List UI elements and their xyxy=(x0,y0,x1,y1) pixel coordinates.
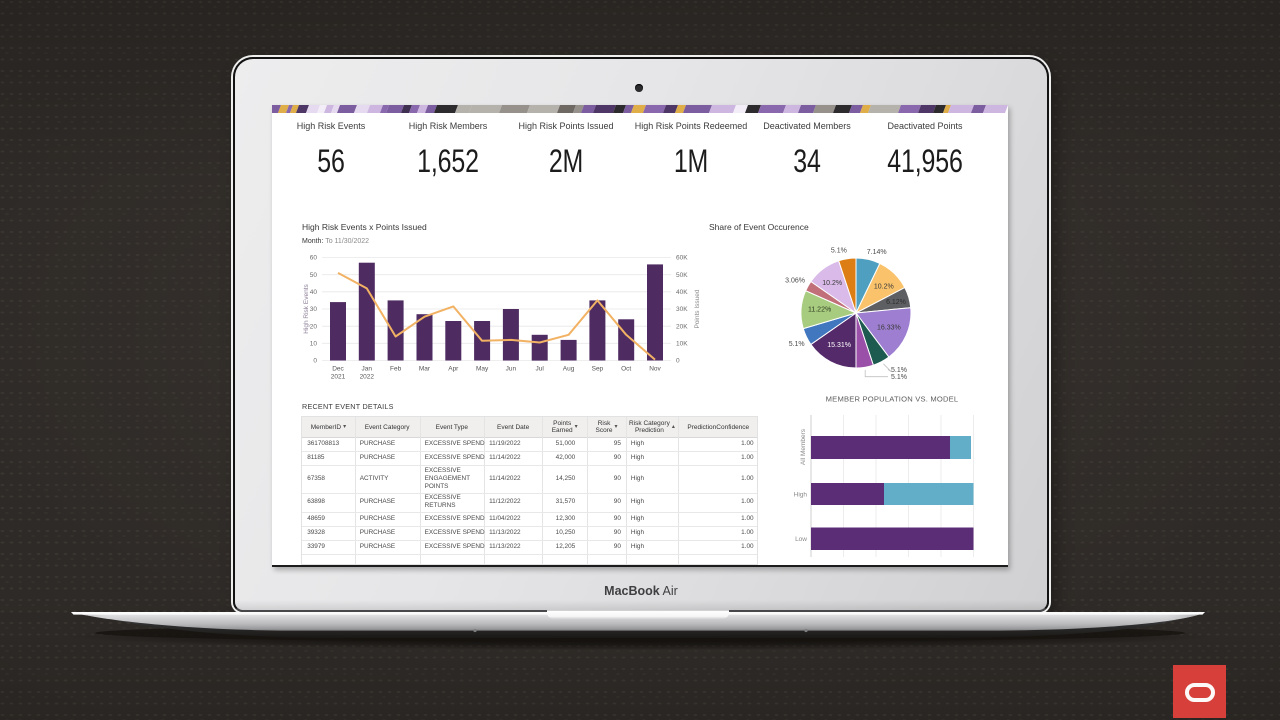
svg-text:10.2%: 10.2% xyxy=(874,284,894,291)
svg-text:10: 10 xyxy=(310,341,318,348)
svg-text:10.2%: 10.2% xyxy=(822,280,842,287)
svg-text:60K: 60K xyxy=(676,255,688,262)
svg-text:Apr: Apr xyxy=(448,366,459,373)
svg-text:May: May xyxy=(476,366,489,373)
svg-text:Aug: Aug xyxy=(563,366,575,373)
svg-text:Jan: Jan xyxy=(362,366,373,373)
svg-text:11.22%: 11.22% xyxy=(808,306,831,313)
svg-text:Oct: Oct xyxy=(621,366,631,373)
svg-text:High: High xyxy=(794,492,808,499)
svg-text:Jul: Jul xyxy=(536,366,545,373)
svg-text:6.12%: 6.12% xyxy=(886,299,906,306)
svg-text:All Members: All Members xyxy=(800,428,807,465)
svg-text:20: 20 xyxy=(310,323,318,330)
svg-text:Mar: Mar xyxy=(419,366,431,373)
svg-text:3.06%: 3.06% xyxy=(785,277,805,284)
svg-text:30K: 30K xyxy=(676,306,688,313)
svg-text:20K: 20K xyxy=(676,323,688,330)
svg-text:Nov: Nov xyxy=(649,366,661,373)
svg-text:5.1%: 5.1% xyxy=(891,367,907,374)
svg-text:2022: 2022 xyxy=(360,374,375,381)
svg-text:0: 0 xyxy=(313,358,317,365)
svg-text:10K: 10K xyxy=(676,341,688,348)
svg-text:50K: 50K xyxy=(676,272,688,279)
svg-text:Jun: Jun xyxy=(506,366,517,373)
svg-text:5.1%: 5.1% xyxy=(891,374,907,381)
svg-text:Dec: Dec xyxy=(332,366,344,373)
svg-text:5.1%: 5.1% xyxy=(789,341,805,348)
svg-text:2021: 2021 xyxy=(331,374,346,381)
svg-text:50: 50 xyxy=(310,272,318,279)
svg-text:16.33%: 16.33% xyxy=(877,325,901,332)
svg-text:40K: 40K xyxy=(676,289,688,296)
svg-text:Feb: Feb xyxy=(390,366,402,373)
svg-text:60: 60 xyxy=(310,255,318,262)
svg-text:Points Issued: Points Issued xyxy=(694,289,701,328)
svg-text:Sep: Sep xyxy=(592,366,604,373)
svg-text:Low: Low xyxy=(795,536,807,543)
svg-text:15.31%: 15.31% xyxy=(827,342,851,349)
svg-text:0: 0 xyxy=(676,358,680,365)
svg-text:30: 30 xyxy=(310,306,318,313)
svg-text:40: 40 xyxy=(310,289,318,296)
svg-text:7.14%: 7.14% xyxy=(867,249,887,256)
svg-text:MEMBER POPULATION VS. MODEL: MEMBER POPULATION VS. MODEL xyxy=(826,395,959,404)
svg-text:5.1%: 5.1% xyxy=(831,247,847,254)
svg-text:High Risk Events: High Risk Events xyxy=(303,284,310,334)
